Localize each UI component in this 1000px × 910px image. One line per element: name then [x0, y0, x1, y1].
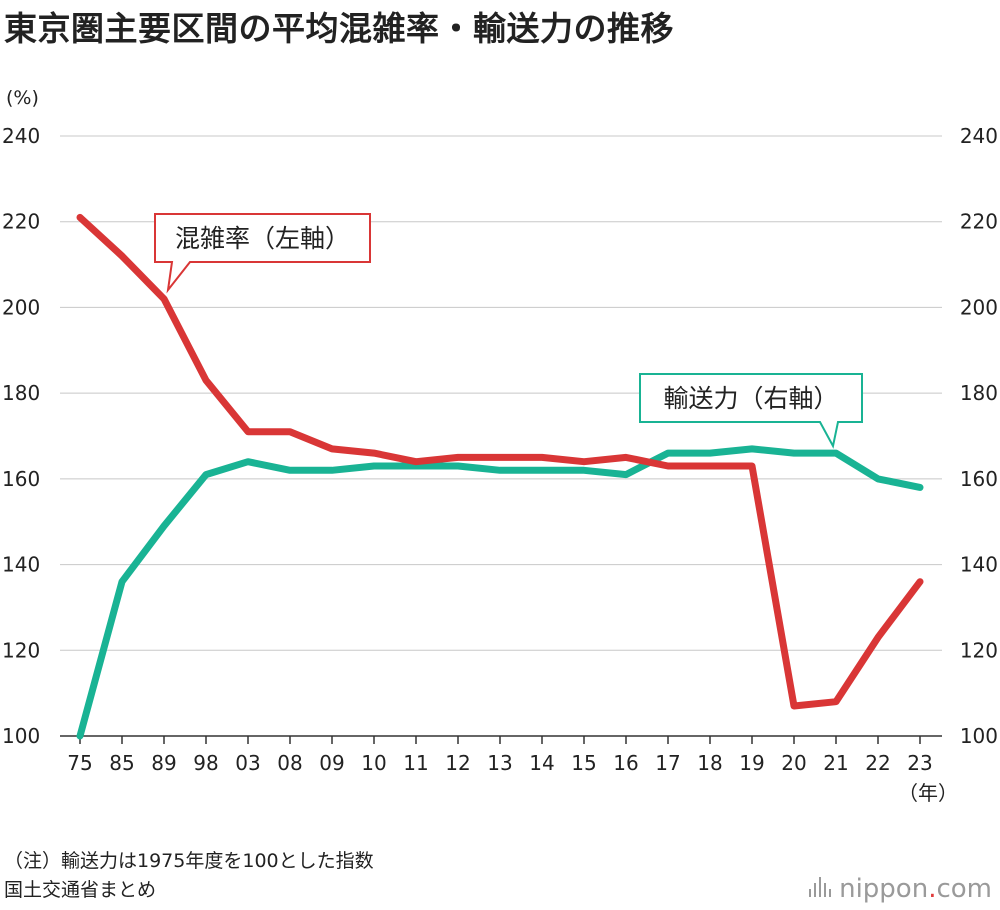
y-tick-label-right: 220 — [960, 210, 998, 234]
x-tick-label: 11 — [403, 751, 428, 775]
capacity-callout-box — [639, 373, 863, 449]
y-tick-label-left: 200 — [2, 295, 40, 319]
callout-layer: 混雑率（左軸） 輸送力（右軸） — [154, 213, 863, 449]
x-tick-label: 14 — [529, 751, 554, 775]
x-tick-label: 23 — [907, 751, 932, 775]
y-tick-label-left: 120 — [2, 638, 40, 662]
x-tick-label: 21 — [823, 751, 848, 775]
y-tick-label-right: 240 — [960, 124, 998, 148]
x-tick-label: 98 — [193, 751, 218, 775]
x-axis-unit: （年） — [898, 781, 958, 805]
y-tick-label-left: 240 — [2, 124, 40, 148]
x-tick-label: 17 — [655, 751, 680, 775]
x-tick-label: 10 — [361, 751, 386, 775]
x-tick-label: 85 — [109, 751, 134, 775]
y-tick-label-right: 200 — [960, 295, 998, 319]
line-layer — [76, 213, 924, 740]
label-layer: 100 100 120 120 140 140 160 160 180 180 200 200 220 2… — [2, 87, 998, 805]
x-tick-label: 09 — [319, 751, 344, 775]
brand-logo: nippon. com — [809, 874, 992, 904]
congestion-rate-line — [76, 213, 924, 710]
x-tick-label: 18 — [697, 751, 722, 775]
brand-bars-icon — [809, 875, 832, 897]
x-tick-label: 13 — [487, 751, 512, 775]
footnote: （注）輸送力は1975年度を100とした指数 — [4, 850, 374, 872]
capacity-line — [76, 445, 924, 740]
capacity-callout-text: 輸送力（右軸） — [663, 384, 838, 413]
y-tick-label-left: 220 — [2, 210, 40, 234]
y-tick-label-right: 160 — [960, 467, 998, 491]
brand-dot: . — [928, 874, 937, 904]
y-tick-label-right: 180 — [960, 381, 998, 405]
grid-layer — [60, 135, 942, 744]
x-tick-label: 89 — [151, 751, 176, 775]
x-tick-label: 15 — [571, 751, 596, 775]
congestion-callout-box — [154, 213, 371, 294]
source-note: 国土交通省まとめ — [4, 879, 157, 901]
y-tick-label-left: 140 — [2, 553, 40, 577]
capacity-callout: 輸送力（右軸） — [639, 373, 863, 449]
brand-name: nippon — [839, 874, 929, 904]
y-axis-unit: (%) — [6, 87, 39, 109]
brand-tld: com — [936, 874, 992, 904]
x-tick-label: 75 — [67, 751, 92, 775]
congestion-callout: 混雑率（左軸） — [154, 213, 371, 294]
x-tick-label: 16 — [613, 751, 638, 775]
x-tick-label: 03 — [235, 751, 260, 775]
y-tick-label-left: 100 — [2, 724, 40, 748]
y-tick-label-left: 180 — [2, 381, 40, 405]
x-tick-label: 22 — [865, 751, 890, 775]
x-tick-label: 08 — [277, 751, 302, 775]
x-tick-label: 20 — [781, 751, 806, 775]
x-tick-label: 12 — [445, 751, 470, 775]
y-tick-label-right: 100 — [960, 724, 998, 748]
y-tick-label-left: 160 — [2, 467, 40, 491]
chart-title: 東京圏主要区間の平均混雑率・輸送力の推移 — [4, 9, 674, 48]
congestion-callout-text: 混雑率（左軸） — [175, 224, 350, 253]
y-tick-label-right: 120 — [960, 638, 998, 662]
x-tick-label: 19 — [739, 751, 764, 775]
y-tick-label-right: 140 — [960, 553, 998, 577]
